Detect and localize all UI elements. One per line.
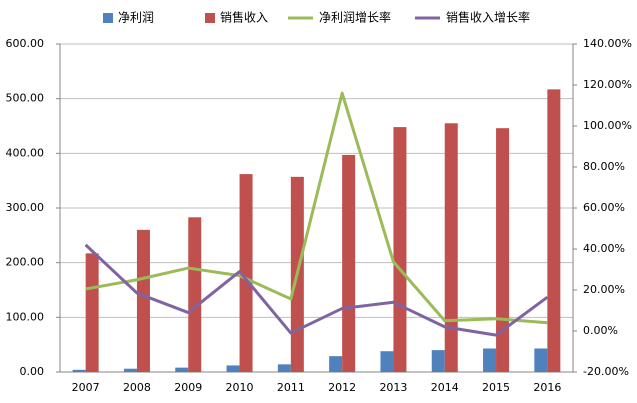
x-tick-label: 2008: [123, 381, 151, 394]
y2-tick-label: -20.00%: [583, 365, 629, 378]
y2-tick-label: 0.00%: [583, 324, 618, 337]
y2-tick-label: 20.00%: [583, 283, 625, 296]
bar: [534, 348, 548, 372]
y-tick-label: 600.00: [6, 37, 45, 50]
bar: [136, 229, 150, 372]
y-tick-label: 400.00: [6, 146, 45, 159]
bar: [496, 128, 510, 372]
x-tick-label: 2013: [379, 381, 407, 394]
bar: [393, 127, 407, 373]
x-tick-label: 2012: [328, 381, 356, 394]
y-tick-label: 100.00: [6, 310, 45, 323]
bar: [380, 351, 394, 372]
bar: [175, 367, 189, 372]
y2-tick-label: 100.00%: [583, 119, 632, 132]
y2-tick-label: 40.00%: [583, 242, 625, 255]
bar: [226, 365, 240, 372]
y-tick-label: 0.00: [20, 365, 45, 378]
line: [85, 91, 548, 325]
bar: [444, 123, 458, 373]
bar: [72, 369, 86, 372]
bar: [188, 217, 202, 372]
x-tick-label: 2009: [174, 381, 202, 394]
bar: [547, 89, 561, 372]
x-tick-label: 2007: [72, 381, 100, 394]
bar: [329, 356, 343, 372]
y2-tick-label: 60.00%: [583, 201, 625, 214]
bar: [342, 154, 356, 372]
bar: [483, 348, 497, 372]
y2-tick-label: 120.00%: [583, 78, 632, 91]
legend-label: 净利润增长率: [319, 10, 391, 25]
x-tick-label: 2011: [277, 381, 305, 394]
y2-tick-label: 140.00%: [583, 37, 632, 50]
line: [84, 243, 549, 337]
legend-label: 净利润: [118, 11, 154, 25]
legend-swatch: [205, 13, 215, 23]
bar: [277, 364, 291, 372]
legend-swatch: [103, 13, 113, 23]
x-tick-label: 2014: [431, 381, 459, 394]
bar: [123, 368, 137, 372]
bar: [239, 174, 253, 372]
x-tick-label: 2010: [226, 381, 254, 394]
bar: [431, 350, 445, 372]
legend-label: 销售收入增长率: [446, 10, 530, 25]
y2-tick-label: 80.00%: [583, 160, 625, 173]
x-tick-label: 2016: [533, 381, 561, 394]
y-tick-label: 300.00: [6, 201, 45, 214]
legend-label: 销售收入: [220, 10, 268, 25]
y-tick-label: 200.00: [6, 256, 45, 269]
legend: 净利润 销售收入 净利润增长率 销售收入增长率: [103, 10, 530, 25]
y-tick-label: 500.00: [6, 92, 45, 105]
x-tick-label: 2015: [482, 381, 510, 394]
bar: [85, 253, 99, 372]
